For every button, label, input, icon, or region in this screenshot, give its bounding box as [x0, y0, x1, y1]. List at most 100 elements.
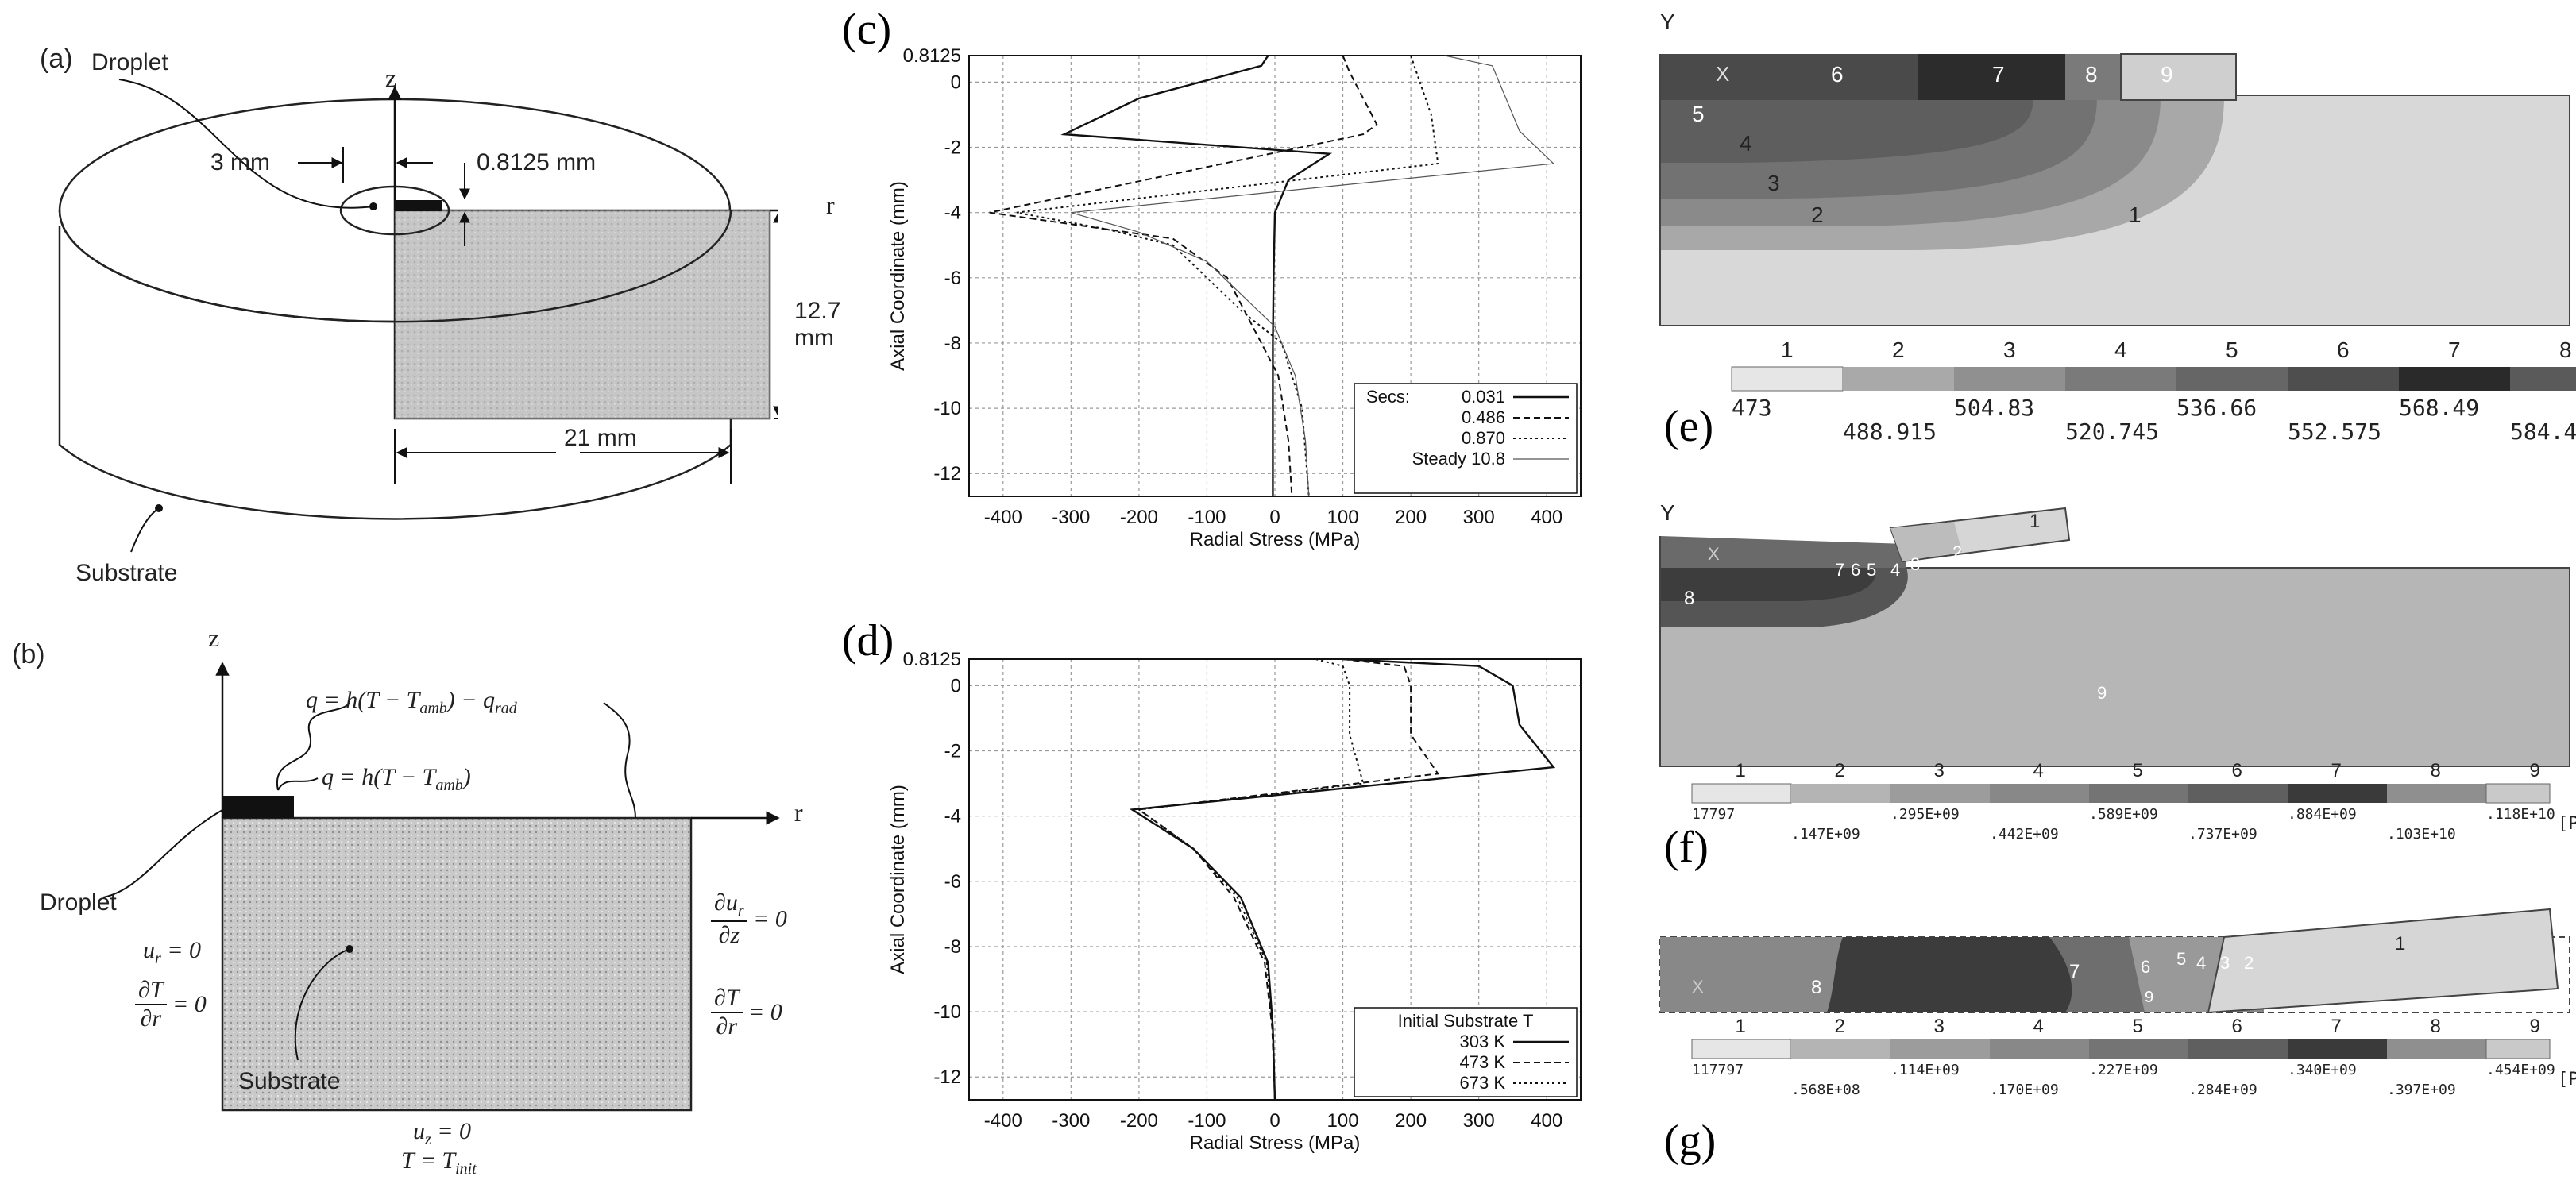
x-tick-label: -200 [1120, 507, 1158, 528]
region-number-5: 5 [1867, 560, 1876, 580]
bc-left-u: ur = 0 [143, 937, 201, 968]
panel-g: X 123456789 1 2 3 4 5 6 7 8 9 117797.114E+09.227E… [1652, 893, 2576, 1184]
x-tick-label: 300 [1463, 1110, 1495, 1132]
y-tick-label: -12 [933, 463, 961, 484]
x-tick-label: -100 [1188, 1110, 1226, 1132]
y-tick-label: -6 [944, 871, 961, 893]
chart-d: -400 -300 -200 -100 0 100 200 300 400 0.8125 0 -2 -4… [858, 604, 1612, 1183]
x-tick-label: 400 [1531, 1110, 1562, 1132]
scale-index-1: 1 [1781, 338, 1794, 363]
scale-index-2: 2 [1835, 1016, 1845, 1038]
chart-c: -400 -300 -200 -100 0 100 200 300 4000.81250-2-4… [858, 0, 1612, 580]
region-number-8: 8 [1811, 977, 1821, 999]
contour-g [1652, 893, 2576, 1184]
dim-thickness: 0.8125 mm [477, 149, 596, 176]
droplet-label-b: Droplet [40, 889, 117, 916]
scale-value-top: 473 [1732, 395, 1772, 421]
scale-value-bottom: .103E+10 [2387, 826, 2456, 843]
y-tick-label: 0.8125 [903, 45, 961, 67]
region-number-3: 3 [1767, 171, 1780, 196]
region-number-1: 1 [2129, 202, 2142, 228]
panel-e-axis: Y [1660, 10, 1675, 35]
y-tick-label: -6 [944, 268, 961, 289]
scale-value-top: .295E+09 [1890, 806, 1960, 823]
scale-index-6: 6 [2337, 338, 2350, 363]
legend-entry: 473 K [1460, 1052, 1506, 1072]
y-tick-label: 0.8125 [903, 649, 961, 670]
contour-f [1652, 472, 2576, 885]
scale-value-bottom: .737E+09 [2188, 826, 2257, 843]
scale-value-top: 568.49 [2399, 395, 2479, 421]
scale-index-3: 3 [1934, 760, 1945, 782]
region-number-8: 8 [1684, 588, 1694, 610]
scale-value-top: .340E+09 [2288, 1062, 2357, 1078]
x-tick-label: 200 [1395, 1110, 1427, 1132]
x-tick-label: 100 [1327, 1110, 1359, 1132]
region-number-1: 1 [2395, 933, 2405, 955]
substrate-label-a: Substrate [75, 560, 177, 587]
panel-b: (b) z r Droplet Substrate q = h(T − Tamb… [0, 627, 842, 1183]
series-line-3 [1139, 659, 1363, 1100]
legend-entry: 0.870 [1462, 428, 1505, 448]
scale-index-1: 1 [1736, 1016, 1746, 1038]
y-tick-label: 0 [951, 675, 961, 696]
scale-value-top: .118E+10 [2486, 806, 2555, 823]
panel-a: (a) Droplet z r 3 mm 0.8125 mm 12.7 mm 2… [0, 0, 778, 627]
scale-value-bottom: .397E+09 [2387, 1082, 2456, 1098]
panel-g-unit: [Pa] [2558, 1070, 2576, 1090]
scale-value-bottom: .568E+08 [1791, 1082, 1860, 1098]
region-number-6: 6 [1831, 62, 1844, 87]
region-number-3: 3 [2220, 953, 2230, 974]
scale-index-5: 5 [2133, 760, 2143, 782]
scale-value-bottom: .170E+09 [1990, 1082, 2059, 1098]
region-number-7: 7 [2069, 961, 2080, 983]
panel-b-label: (b) [12, 639, 45, 670]
dim-3mm: 3 mm [210, 149, 270, 176]
region-number-4: 4 [2196, 953, 2206, 974]
cylinder-schematic [0, 0, 778, 627]
scale-index-6: 6 [2232, 760, 2242, 782]
scale-value-bottom: 520.745 [2065, 418, 2159, 445]
scale-index-8: 8 [2559, 338, 2572, 363]
region-number-1: 1 [2030, 511, 2040, 533]
x-tick-label: 300 [1463, 507, 1495, 528]
panel-a-label: (a) [40, 44, 73, 75]
legend-entry: 673 K [1460, 1073, 1506, 1093]
x-tick-label: 200 [1395, 507, 1427, 528]
region-number-3: 3 [1910, 554, 1920, 575]
region-number-2: 2 [1811, 202, 1824, 228]
y-tick-label: -4 [944, 806, 961, 827]
substrate-label-b: Substrate [238, 1068, 340, 1095]
scale-value-top: 117797 [1692, 1062, 1744, 1078]
panel-e-marker: X [1716, 62, 1729, 87]
scale-index-4: 4 [2033, 760, 2044, 782]
region-number-8: 8 [2085, 62, 2098, 87]
y-tick-label: -10 [933, 1001, 961, 1023]
scale-index-5: 5 [2133, 1016, 2143, 1038]
scale-index-7: 7 [2448, 338, 2461, 363]
y-tick-label: -8 [944, 936, 961, 958]
scale-index-7: 7 [2331, 1016, 2342, 1038]
panel-e-label: (e) [1664, 401, 1713, 452]
panel-f-unit: [Pa] [2558, 814, 2576, 834]
axis-r-b: r [794, 798, 803, 827]
scale-index-9: 9 [2530, 1016, 2540, 1038]
legend-entry: Steady 10.8 [1412, 449, 1505, 469]
scale-value-bottom: 584.40 [2510, 418, 2576, 445]
x-tick-label: 100 [1327, 507, 1359, 528]
bc-left-dT: ∂T ∂r = 0 [135, 977, 207, 1032]
scale-index-2: 2 [1892, 338, 1905, 363]
scale-value-top: .227E+09 [2089, 1062, 2158, 1078]
scale-index-2: 2 [1835, 760, 1845, 782]
scale-index-3: 3 [2003, 338, 2016, 363]
series-line-2 [990, 56, 1377, 496]
region-number-2: 2 [2244, 953, 2254, 974]
scale-value-top: 504.83 [1954, 395, 2034, 421]
scale-index-4: 4 [2033, 1016, 2044, 1038]
droplet-label-a: Droplet [91, 49, 168, 76]
bc-bottom-T: T = Tinit [401, 1148, 477, 1178]
bc-top-rad: q = h(T − Tamb) − qrad [306, 687, 517, 718]
y-tick-label: -8 [944, 333, 961, 354]
scale-value-top: 17797 [1692, 806, 1735, 823]
